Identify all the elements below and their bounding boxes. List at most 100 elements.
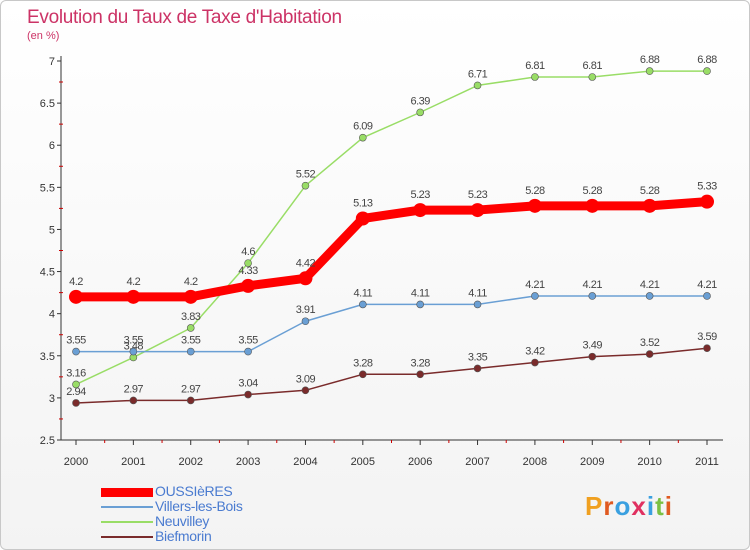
data-point bbox=[72, 399, 80, 407]
y-tick-label: 3.5 bbox=[40, 351, 55, 363]
data-point bbox=[703, 292, 711, 300]
data-point bbox=[126, 289, 141, 304]
x-tick-label: 2011 bbox=[695, 456, 719, 468]
data-label: 2.97 bbox=[124, 383, 144, 395]
data-point bbox=[416, 370, 424, 379]
data-point bbox=[703, 67, 711, 75]
data-label: 4.21 bbox=[640, 279, 660, 291]
data-point bbox=[298, 271, 313, 286]
data-point bbox=[416, 108, 424, 117]
data-point bbox=[69, 289, 83, 304]
data-label: 3.42 bbox=[525, 346, 545, 358]
x-tick-label: 2010 bbox=[637, 456, 661, 468]
data-label: 3.16 bbox=[66, 367, 86, 379]
data-point bbox=[473, 81, 482, 90]
data-point bbox=[186, 347, 195, 356]
x-tick-label: 2001 bbox=[121, 456, 145, 468]
data-point bbox=[241, 278, 256, 293]
data-label: 6.71 bbox=[468, 68, 488, 80]
x-tick-label: 2004 bbox=[293, 456, 317, 468]
data-label: 5.33 bbox=[697, 181, 717, 193]
data-point bbox=[72, 380, 80, 389]
data-point bbox=[588, 292, 597, 300]
data-label: 5.28 bbox=[525, 185, 545, 197]
data-label: 3.49 bbox=[583, 340, 603, 352]
legend-swatch bbox=[101, 536, 153, 538]
data-label: 6.09 bbox=[353, 121, 373, 133]
data-point bbox=[473, 364, 482, 373]
data-point bbox=[359, 300, 367, 309]
data-point bbox=[186, 324, 195, 332]
legend-swatch bbox=[101, 521, 153, 523]
data-point bbox=[531, 358, 539, 367]
data-label: 5.52 bbox=[296, 169, 316, 181]
data-label: 3.55 bbox=[238, 335, 258, 347]
series-line-0 bbox=[71, 197, 712, 302]
data-label: 5.28 bbox=[583, 185, 603, 197]
data-point bbox=[129, 396, 138, 405]
data-label: 4.6 bbox=[241, 246, 255, 258]
data-point bbox=[301, 317, 310, 326]
logo-letter: x bbox=[631, 491, 647, 521]
data-label: 6.81 bbox=[583, 60, 603, 72]
y-tick-label: 3 bbox=[49, 393, 55, 405]
x-tick-label: 2007 bbox=[465, 456, 489, 468]
data-label: 4.11 bbox=[354, 287, 373, 299]
data-point bbox=[470, 203, 485, 218]
data-label: 6.81 bbox=[525, 60, 545, 72]
data-point bbox=[244, 259, 252, 267]
logo-letter: P bbox=[585, 491, 604, 521]
y-tick-label: 4.5 bbox=[40, 267, 55, 279]
data-label: 5.13 bbox=[353, 197, 373, 209]
data-point bbox=[72, 347, 80, 356]
data-point bbox=[700, 194, 714, 209]
data-label: 4.33 bbox=[238, 265, 258, 277]
legend-swatch bbox=[101, 506, 153, 508]
data-label: 3.52 bbox=[640, 337, 660, 349]
y-tick-label: 5 bbox=[49, 224, 55, 236]
x-tick-label: 2006 bbox=[408, 456, 432, 468]
data-label: 3.83 bbox=[181, 311, 201, 323]
y-tick-label: 6 bbox=[49, 140, 55, 152]
data-label: 4.21 bbox=[525, 279, 545, 291]
data-label: 6.88 bbox=[640, 54, 660, 66]
data-label: 5.23 bbox=[410, 189, 430, 201]
data-point bbox=[186, 396, 195, 405]
logo-letter: i bbox=[646, 491, 656, 521]
data-point bbox=[531, 292, 539, 300]
legend-label: Neuvilley bbox=[155, 513, 210, 529]
data-label: 5.28 bbox=[640, 185, 660, 197]
data-point bbox=[359, 370, 367, 379]
series-line-2 bbox=[75, 70, 708, 386]
y-tick-label: 2.5 bbox=[40, 435, 55, 447]
data-label: 4.42 bbox=[296, 257, 316, 269]
y-tick-label: 4 bbox=[49, 309, 55, 321]
data-label: 4.21 bbox=[583, 279, 603, 291]
legend-label: OUSSIèRES bbox=[155, 483, 233, 499]
series-line-1 bbox=[75, 295, 708, 353]
data-label: 6.39 bbox=[410, 95, 430, 107]
data-point bbox=[359, 133, 367, 142]
data-point bbox=[588, 352, 597, 361]
legend-label: Villers-les-Bois bbox=[155, 498, 243, 514]
chart-subtitle: (en %) bbox=[27, 30, 60, 42]
data-label: 4.21 bbox=[697, 279, 717, 291]
y-tick-label: 6.5 bbox=[40, 98, 55, 110]
data-point bbox=[585, 198, 600, 213]
data-label: 3.09 bbox=[296, 373, 316, 385]
data-label: 4.2 bbox=[126, 276, 140, 288]
x-tick-label: 2009 bbox=[580, 456, 604, 468]
data-point bbox=[588, 73, 597, 81]
proxiti-logo: Proxiti bbox=[585, 491, 673, 522]
data-point bbox=[645, 292, 654, 300]
data-point bbox=[355, 211, 370, 226]
data-label: 3.55 bbox=[66, 335, 86, 347]
data-point bbox=[416, 300, 424, 309]
data-label: 3.55 bbox=[181, 335, 201, 347]
x-tick-label: 2005 bbox=[351, 456, 375, 468]
data-label: 6.88 bbox=[697, 54, 717, 66]
data-label: 3.28 bbox=[410, 357, 430, 369]
x-tick-label: 2003 bbox=[236, 456, 260, 468]
data-label: 3.91 bbox=[296, 304, 316, 316]
